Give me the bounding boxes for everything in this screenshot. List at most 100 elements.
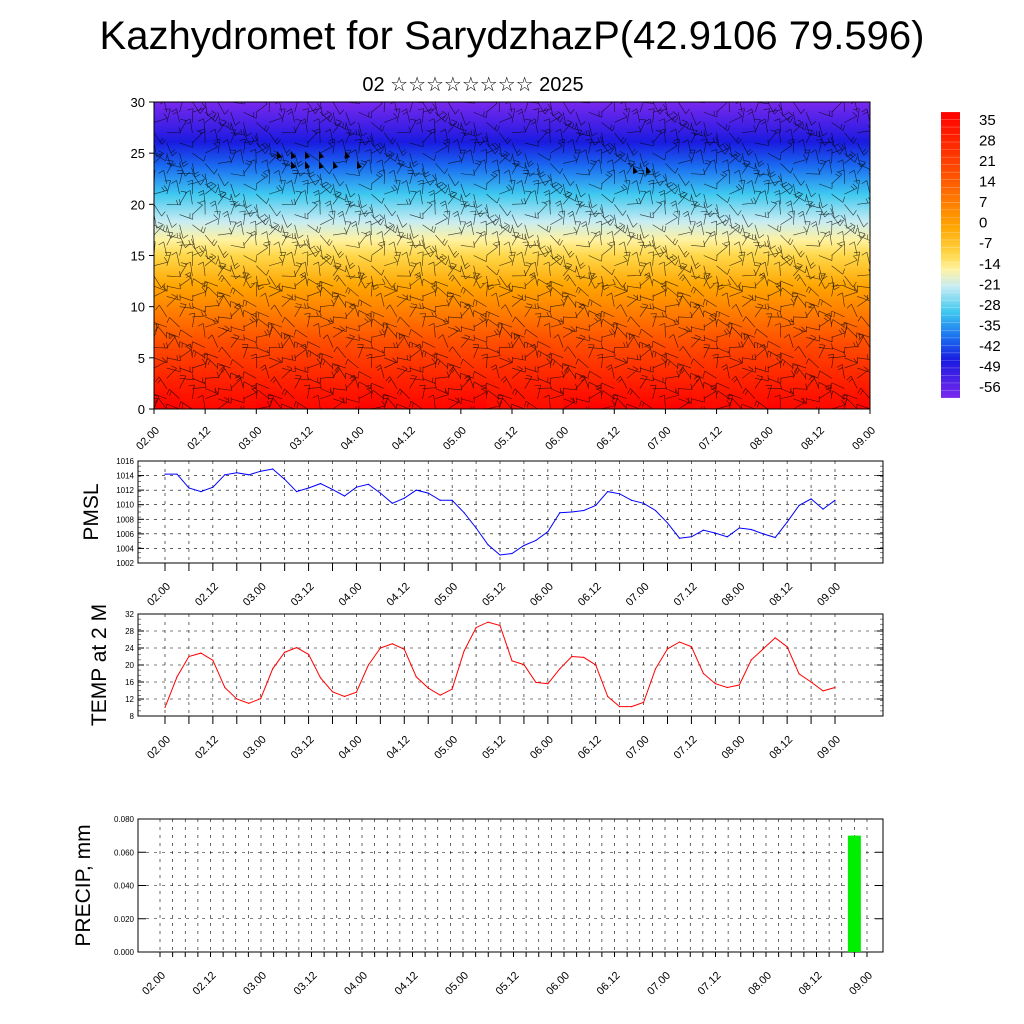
x-tick-label: 04.12: [384, 734, 412, 762]
wind-barb: [524, 191, 532, 205]
wind-barb: [703, 275, 711, 289]
wind-barb-flag: [591, 275, 598, 280]
wind-barb-flag: [370, 255, 373, 262]
wind-barb-flag: [442, 110, 448, 116]
wind-barb-flag: [452, 210, 458, 215]
wind-barb-flag: [365, 283, 370, 289]
wind-barb: [243, 140, 258, 144]
wind-barb-flag: [235, 274, 241, 280]
wind-barb: [389, 304, 398, 318]
wind-barb-flag: [207, 255, 213, 260]
wind-barb: [818, 337, 833, 343]
wind-barb-flag: [754, 400, 757, 407]
wind-barb-flag: [171, 151, 177, 157]
wind-barb: [332, 245, 340, 258]
wind-barb-flag: [690, 358, 694, 365]
wind-barb-flag: [335, 265, 342, 270]
wind-barb: [345, 255, 351, 269]
wind-barb: [524, 241, 529, 256]
wind-barb: [486, 142, 496, 155]
plot-frame: [137, 818, 884, 953]
wind-barb-flag: [492, 243, 498, 248]
wind-barb-flag: [439, 256, 445, 260]
wind-barb: [575, 244, 590, 248]
wind-barb-flag: [809, 132, 815, 137]
wind-barb: [230, 372, 244, 379]
wind-barb: [217, 294, 225, 307]
wind-barb-flag: [718, 286, 725, 291]
wind-barb: [751, 180, 756, 195]
wind-barb: [447, 400, 460, 409]
wind-barb-flag: [543, 394, 550, 398]
wind-barb: [217, 122, 231, 129]
wind-barb: [869, 306, 870, 307]
wind-barb-flag: [563, 295, 568, 301]
wind-barb: [754, 214, 769, 218]
wind-barb-flag: [618, 378, 623, 383]
wind-barb-flag: [860, 163, 866, 168]
wind-barb: [850, 375, 858, 389]
wind-barb-flag: [472, 382, 475, 389]
wind-barb-flag: [726, 395, 733, 397]
wind-barb: [798, 346, 807, 358]
wind-barb: [294, 163, 301, 177]
x-tick-label: 08.00: [719, 734, 747, 762]
wind-barb-flag: [215, 187, 219, 194]
wind-barb-flag: [693, 288, 697, 294]
wind-barb: [307, 102, 316, 114]
wind-barb-flag: [197, 261, 204, 265]
wind-barb-flag: [623, 342, 626, 348]
wind-barb: [371, 311, 385, 318]
wind-barb: [665, 217, 678, 226]
wind-barb-flag: [169, 391, 172, 396]
wind-barb-flag: [526, 402, 529, 408]
wind-barb: [742, 357, 757, 361]
wind-barb: [805, 183, 812, 197]
wind-barb-flag: [421, 239, 424, 246]
wind-barb: [166, 285, 181, 290]
wind-barb-flag: [787, 238, 791, 243]
wind-barb-flag: [429, 247, 434, 253]
wind-barb: [371, 275, 375, 290]
wind-barb: [537, 180, 539, 195]
wind-barb-flag: [306, 239, 309, 246]
wind-barb: [649, 190, 653, 205]
wind-barb: [409, 234, 416, 249]
wind-barb-flag: [688, 154, 693, 161]
wind-barb-flag: [494, 330, 498, 335]
wind-barb: [524, 296, 539, 301]
wind-barb-flag: [775, 248, 779, 254]
wind-barb: [268, 290, 282, 297]
y-tick-label: 0.000: [114, 948, 135, 957]
wind-barb: [563, 388, 578, 391]
y-tick-label: 30: [131, 95, 145, 110]
wind-barb-flag: [327, 239, 331, 244]
wind-barb: [384, 117, 398, 123]
wind-barb-flag: [281, 317, 286, 323]
wind-barb-flag: [644, 190, 651, 194]
wind-barb-flag: [219, 262, 226, 265]
data-point: [750, 659, 752, 661]
wind-barb: [550, 316, 564, 323]
wind-barb-flag: [549, 154, 552, 161]
wind-barb: [869, 296, 870, 297]
wind-barb: [410, 400, 423, 409]
wind-barb: [409, 378, 424, 381]
wind-barb-flag: [220, 277, 225, 282]
data-point: [786, 521, 788, 523]
wind-barb: [434, 352, 449, 359]
wind-barb: [154, 398, 155, 399]
wind-barb-flag: [517, 365, 523, 370]
wind-barb-flag: [667, 112, 674, 117]
wind-barb: [370, 221, 372, 236]
wind-barb: [818, 233, 827, 246]
wind-barb: [601, 214, 611, 226]
wind-barb-flag: [264, 142, 269, 147]
wind-barb: [779, 118, 781, 133]
wind-barb-flag: [431, 246, 437, 252]
wind-barb: [698, 303, 705, 318]
wind-barb: [358, 183, 372, 191]
wind-barb: [230, 301, 244, 307]
wind-barb-flag: [619, 222, 625, 226]
wind-barb: [716, 347, 730, 354]
